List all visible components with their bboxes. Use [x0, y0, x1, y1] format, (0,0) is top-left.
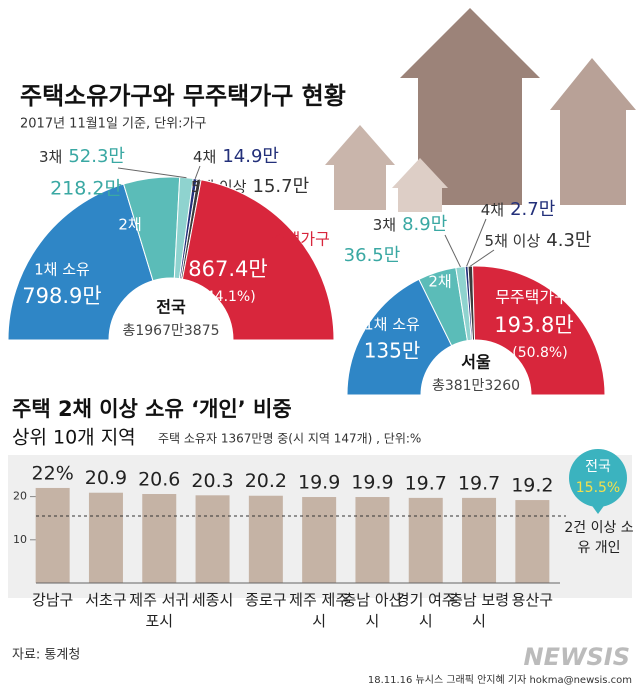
x-tick-label: 종로구 [245, 591, 287, 609]
value-label: 15.7만 [253, 176, 310, 197]
bar-title: 주택 2채 이상 소유 ‘개인’ 비중 [12, 397, 292, 421]
segment-label: 3채 8.9만 [373, 214, 448, 235]
value-label: 20.3 [191, 470, 233, 492]
bar [142, 494, 177, 583]
segment-label: 5채 이상 4.3만 [485, 230, 592, 251]
bar [35, 487, 70, 583]
total-label: 총381만3260 [432, 378, 520, 394]
value-label: 20.2 [245, 470, 287, 492]
bar [408, 497, 443, 583]
segment-label: 4채 14.9만 [193, 146, 279, 167]
leader-line [470, 249, 495, 267]
x-tick-label: 충남 보령시 [449, 591, 510, 630]
leader-line [117, 167, 187, 179]
bar [302, 497, 337, 583]
pie-segment [346, 278, 453, 396]
reference-bubble [569, 449, 627, 507]
value-label: 867.4만 [188, 257, 267, 281]
x-tick-label: 서초구 [85, 591, 127, 609]
bar [515, 500, 550, 583]
title: 주택소유가구와 무주택가구 현황 [20, 82, 346, 110]
value-label: 20.6 [138, 469, 180, 491]
value-label: 19.9 [351, 472, 393, 494]
reference-note: 2건 이상 소유 개인 [564, 520, 634, 556]
value-label: 19.9 [298, 472, 340, 494]
category-name: 1채 소유 [34, 261, 90, 279]
bar-note: 주택 소유자 1367만명 중(시 지역 147개) , 단위:% [158, 432, 421, 446]
house [400, 8, 540, 205]
y-tick-label: 10 [13, 533, 27, 546]
house [550, 58, 636, 205]
source: 자료: 통계청 [12, 648, 80, 663]
category-name: 2채 [428, 273, 451, 291]
house [325, 125, 395, 210]
bar [355, 497, 390, 583]
x-tick-label: 경기 여주시 [395, 591, 456, 630]
value-label: 798.9만 [22, 284, 101, 308]
segment-label: 4채 2.7만 [481, 199, 556, 220]
leader-line [466, 218, 487, 267]
value-label: 20.9 [85, 467, 127, 489]
total-label: 총1967만3875 [122, 323, 219, 339]
x-tick-label: 용산구 [511, 591, 554, 609]
category-name: 1채 소유 [364, 316, 420, 334]
y-tick-label: 20 [13, 490, 27, 503]
value-label: 2.7만 [510, 199, 555, 220]
pie-segment [181, 179, 335, 341]
pie-segment [472, 265, 606, 396]
value-label: 4.3만 [546, 230, 591, 251]
x-tick-label: 충남 아산시 [342, 591, 403, 630]
subtitle: 2017년 11월1일 기준, 단위:가구 [20, 117, 206, 132]
x-tick-label: 제주 제주시 [289, 591, 350, 630]
category-name: 무주택가구 [256, 230, 330, 249]
value-label: 14.9만 [222, 146, 279, 167]
value-label: 52.3만 [68, 146, 125, 167]
leader-line [444, 234, 461, 268]
house [392, 158, 448, 212]
bar [248, 495, 283, 583]
x-tick-label: 제주 서귀포시 [129, 591, 190, 630]
value-label: 19.7 [458, 472, 500, 494]
category-name: 4채 [481, 201, 504, 219]
leader-line [194, 165, 201, 179]
value-label: 8.9만 [402, 214, 447, 235]
reference-value: 15.5% [576, 480, 620, 496]
category-name: 무주택가구 [495, 288, 569, 307]
value-label: 36.5만 [344, 245, 401, 266]
share-label: (50.8%) [512, 345, 567, 361]
category-name: 3채 [39, 148, 62, 166]
credit: 18.11.16 뉴시스 그래픽 안지혜 기자 hokma@newsis.com [368, 674, 632, 686]
bar [88, 492, 123, 583]
x-tick-label: 강남구 [31, 591, 74, 609]
center-label: 서울 [461, 353, 491, 372]
bar [462, 497, 497, 583]
share-label: (44.1%) [200, 289, 255, 305]
center-label: 전국 [156, 298, 186, 317]
house-illustration [325, 8, 636, 212]
pie-segment [7, 183, 154, 341]
logo: NEWSIS [524, 643, 630, 671]
value-label: 19.7 [405, 472, 447, 494]
segment-label: 3채 52.3만 [39, 146, 125, 167]
value-label: 19.2 [511, 475, 553, 497]
value-label: 22% [32, 462, 74, 484]
reference-label: 전국 [585, 459, 611, 475]
category-name: 2채 [118, 216, 141, 234]
value-label: 218.2만 [50, 178, 122, 200]
bar [195, 495, 230, 583]
x-tick-label: 세종시 [191, 591, 234, 609]
bar-subtitle: 상위 10개 지역 [12, 427, 136, 449]
value-label: 135만 [364, 339, 421, 363]
category-name: 3채 [373, 216, 396, 234]
category-name: 4채 [193, 148, 216, 166]
category-name: 5채 이상 [485, 232, 541, 250]
value-label: 193.8만 [494, 313, 573, 337]
